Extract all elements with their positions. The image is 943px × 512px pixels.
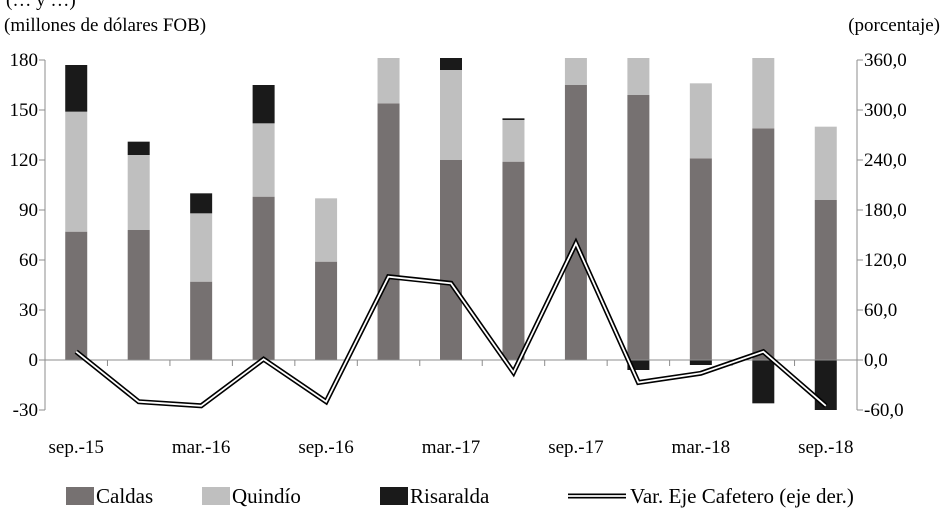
- bar-caldas-2: [190, 281, 213, 360]
- bar-quind-o-12: [814, 126, 837, 200]
- x-tick-label: mar.-18: [672, 437, 731, 458]
- bar-caldas-4: [315, 261, 338, 360]
- line-series-inner: [75, 241, 827, 407]
- left-tick-label: 90: [19, 200, 38, 221]
- left-tick-label: 120: [10, 150, 39, 171]
- right-tick-label: 120,0: [864, 250, 907, 271]
- bar-caldas-1: [127, 230, 150, 360]
- bar-risaralda-5: [378, 0, 400, 17]
- bar-risaralda-3: [252, 85, 275, 124]
- left-tick-label: -30: [13, 400, 38, 421]
- left-tick-label: 150: [10, 100, 39, 121]
- bar-risaralda-7: [502, 118, 525, 120]
- legend-label: Caldas: [96, 484, 153, 508]
- legend: Caldas Quindío Risaralda Var. Eje Cafetero …: [66, 484, 854, 508]
- bar-caldas-9: [627, 95, 650, 360]
- bar-quind-o-9: [627, 58, 650, 95]
- bar-risaralda-11: [752, 360, 775, 404]
- legend-swatch-quind-o: [202, 487, 230, 505]
- bar-caldas-7: [502, 161, 525, 360]
- legend-swatch-risaralda: [380, 487, 408, 505]
- bar-quind-o-10: [689, 83, 712, 159]
- right-tick-label: 300,0: [864, 100, 907, 121]
- bar-caldas-10: [689, 158, 712, 360]
- right-tick-label: -60,0: [864, 400, 904, 421]
- bar-caldas-6: [440, 160, 462, 360]
- bar-quind-o-11: [752, 58, 775, 129]
- right-tick-label: 180,0: [864, 200, 907, 221]
- bar-caldas-0: [65, 231, 88, 360]
- bar-risaralda-6: [440, 58, 462, 70]
- bar-quind-o-1: [127, 155, 150, 230]
- x-tick-label: sep.-18: [798, 437, 853, 458]
- bar-quind-o-5: [377, 58, 400, 104]
- bar-risaralda-1: [127, 141, 150, 155]
- x-tick-label: sep.-17: [548, 437, 603, 458]
- bar-quind-o-4: [315, 198, 338, 262]
- x-tick-label: sep.-16: [298, 437, 353, 458]
- x-tick-label: sep.-15: [49, 437, 104, 458]
- bar-quind-o-2: [190, 213, 213, 282]
- bar-caldas-11: [752, 128, 775, 360]
- left-tick-label: 60: [19, 250, 38, 271]
- right-tick-label: 240,0: [864, 150, 907, 171]
- left-tick-label: 180: [10, 50, 39, 71]
- bar-caldas-12: [814, 200, 837, 360]
- ticks-group: -30 0 30 60 90 120 150 180 -60,0 0,0 60,0 120,0 180,…: [10, 50, 907, 458]
- legend-label: Risaralda: [410, 484, 490, 508]
- bar-caldas-5: [377, 103, 400, 360]
- right-tick-label: 360,0: [864, 50, 907, 71]
- bar-risaralda-12: [814, 360, 837, 410]
- bar-caldas-8: [564, 85, 587, 360]
- right-axis-title: (porcentaje): [848, 15, 940, 36]
- axes-group: [39, 59, 863, 411]
- bar-risaralda-9: [627, 360, 650, 370]
- bar-risaralda-8: [565, 0, 587, 20]
- legend-label: Var. Eje Cafetero (eje der.): [630, 484, 854, 508]
- right-tick-label: 60,0: [864, 300, 897, 321]
- bar-quind-o-3: [252, 123, 275, 197]
- bar-risaralda-0: [65, 65, 88, 112]
- x-tick-label: mar.-17: [422, 437, 481, 458]
- left-axis-title: (millones de dólares FOB): [4, 15, 206, 36]
- x-tick-label: mar.-16: [172, 437, 231, 458]
- bar-quind-o-0: [65, 111, 88, 232]
- right-tick-label: 0,0: [864, 350, 888, 371]
- line-series-group: [74, 237, 828, 409]
- bar-risaralda-10: [689, 360, 712, 365]
- bar-quind-o-8: [564, 58, 587, 85]
- left-tick-label: 0: [29, 350, 39, 371]
- bar-quind-o-7: [502, 120, 525, 162]
- legend-label: Quindío: [232, 484, 301, 508]
- left-tick-label: 30: [19, 300, 38, 321]
- legend-swatch-caldas: [66, 487, 94, 505]
- bar-risaralda-2: [190, 193, 213, 214]
- bars-group: [65, 0, 837, 410]
- bar-quind-o-6: [440, 70, 462, 160]
- top-cropped-text: (… y …): [6, 0, 76, 11]
- bar-caldas-3: [252, 196, 275, 360]
